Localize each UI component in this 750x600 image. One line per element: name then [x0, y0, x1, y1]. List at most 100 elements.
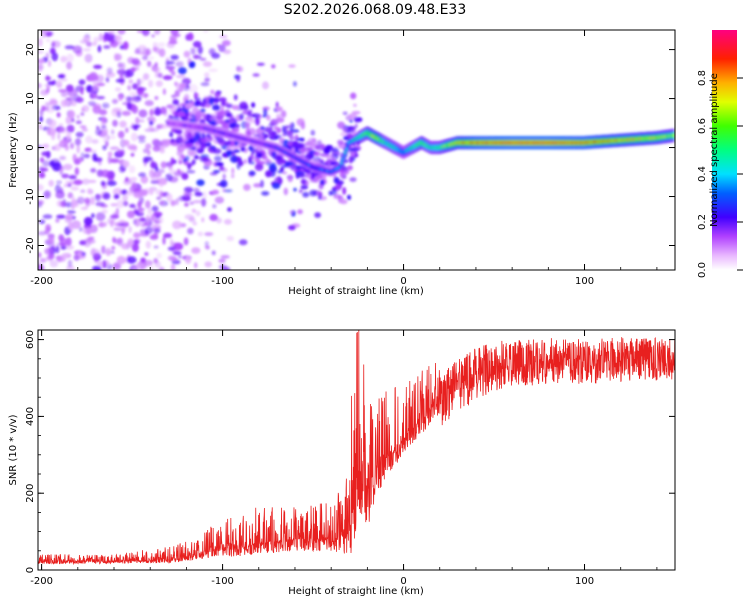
heatmap-cell: [353, 117, 363, 123]
heatmap-cell: [44, 76, 52, 81]
heatmap-cell: [309, 189, 317, 197]
heatmap-cell: [185, 188, 192, 197]
heatmap-cell: [224, 141, 232, 146]
heatmap-cell: [80, 189, 86, 193]
heatmap-cell: [140, 175, 149, 184]
heatmap-cell: [265, 170, 272, 178]
heatmap-cell: [129, 146, 138, 150]
heatmap-y-tick-label: 10: [25, 92, 36, 105]
snr-y-tick-label: 0: [25, 567, 36, 573]
heatmap-cell: [204, 77, 211, 82]
heatmap-cell: [45, 31, 52, 37]
heatmap-cell: [76, 144, 80, 154]
heatmap-cell: [170, 138, 175, 143]
heatmap-cell: [155, 80, 163, 87]
heatmap-cell: [38, 82, 42, 89]
heatmap-cell: [64, 45, 75, 50]
heatmap-cell: [71, 220, 81, 230]
heatmap-cell: [216, 217, 222, 224]
heatmap-cell: [189, 201, 195, 205]
heatmap-cell: [105, 247, 112, 257]
heatmap-cell: [107, 180, 117, 186]
heatmap-cell: [125, 127, 129, 133]
heatmap-cell: [47, 236, 55, 245]
heatmap-cell: [343, 167, 350, 175]
heatmap-cell: [137, 135, 146, 141]
heatmap-cell: [236, 66, 244, 73]
heatmap-cell: [174, 90, 180, 98]
heatmap-cell: [119, 120, 127, 128]
heatmap-cell: [290, 122, 295, 130]
heatmap-cell: [290, 163, 295, 171]
heatmap-cell: [187, 163, 192, 170]
heatmap-cell: [282, 171, 288, 175]
heatmap-cell: [130, 67, 136, 73]
heatmap-cell: [39, 258, 47, 263]
heatmap-cell: [131, 266, 139, 270]
heatmap-cell: [43, 190, 51, 199]
heatmap-cell: [167, 60, 175, 65]
heatmap-cell: [59, 165, 64, 173]
heatmap-cell: [215, 162, 224, 167]
heatmap-cell: [171, 70, 176, 76]
heatmap-cell: [200, 137, 207, 143]
heatmap-cell: [251, 102, 256, 108]
heatmap-cell: [209, 117, 218, 122]
heatmap-cell: [243, 183, 251, 191]
snr-series-line: [38, 330, 675, 566]
heatmap-cell: [163, 232, 172, 238]
heatmap-cell: [141, 30, 150, 36]
heatmap-cell: [219, 35, 228, 39]
heatmap-cell: [342, 187, 347, 195]
heatmap-cell: [120, 149, 125, 156]
heatmap-cell: [92, 84, 100, 92]
snr-x-tick-label: 0: [400, 576, 406, 587]
heatmap-cell: [212, 148, 222, 154]
heatmap-cell: [39, 219, 46, 224]
heatmap-cell: [48, 119, 57, 128]
heatmap-cell: [264, 126, 272, 133]
heatmap-cell: [52, 80, 57, 85]
heatmap-cell: [353, 103, 357, 107]
heatmap-cell: [49, 260, 59, 268]
heatmap-cell: [299, 172, 306, 178]
heatmap-cell: [212, 204, 217, 209]
heatmap-cell: [204, 72, 210, 78]
heatmap-cell: [147, 149, 151, 156]
heatmap-cell: [260, 179, 264, 188]
heatmap-cell: [200, 142, 206, 150]
heatmap-cell: [91, 213, 95, 219]
heatmap-cell: [162, 236, 166, 245]
heatmap-cell: [347, 194, 351, 200]
heatmap-cell: [105, 76, 110, 83]
heatmap-cell: [80, 112, 85, 116]
heatmap-cell: [318, 183, 324, 190]
snr-x-tick-label: 100: [575, 576, 594, 587]
heatmap-cell: [170, 157, 174, 166]
heatmap-cell: [187, 227, 194, 235]
heatmap-cell: [154, 30, 161, 35]
heatmap-cell: [67, 88, 78, 97]
heatmap-x-label: Height of straight line (km): [288, 286, 424, 297]
colorbar-tick-label: 0.0: [697, 262, 708, 278]
heatmap-cell: [210, 89, 215, 95]
heatmap-cell: [126, 256, 137, 264]
heatmap-cell: [192, 41, 202, 48]
heatmap-cell: [178, 67, 187, 75]
heatmap-cell: [310, 144, 319, 150]
heatmap-cell: [92, 153, 98, 162]
heatmap-cell: [275, 117, 285, 123]
heatmap-cell: [255, 117, 260, 126]
heatmap-cell: [262, 133, 269, 139]
heatmap-cell: [293, 81, 297, 87]
heatmap-y-label: Frequency (Hz): [8, 112, 19, 188]
heatmap-cell: [81, 178, 90, 185]
heatmap-cell: [223, 218, 232, 225]
heatmap-cell: [114, 53, 122, 61]
heatmap-cell: [195, 116, 202, 122]
heatmap-cell: [204, 232, 214, 237]
heatmap-cell: [54, 143, 61, 152]
heatmap-cell: [68, 221, 73, 230]
heatmap-cell: [193, 135, 199, 143]
heatmap-cell: [65, 180, 70, 187]
